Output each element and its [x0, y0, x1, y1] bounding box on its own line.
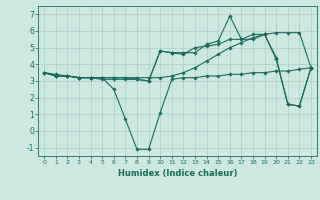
X-axis label: Humidex (Indice chaleur): Humidex (Indice chaleur) — [118, 169, 237, 178]
